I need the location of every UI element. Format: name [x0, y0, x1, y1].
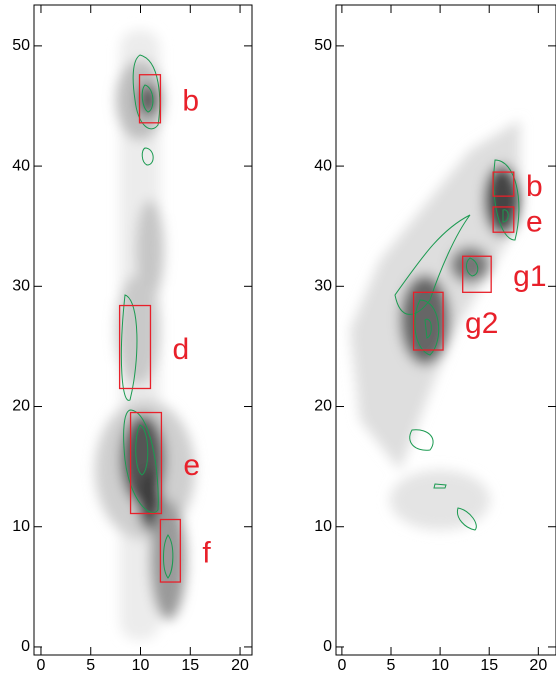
- x-tick-label: 20: [231, 657, 249, 674]
- region-box: [492, 171, 515, 197]
- region-label: b: [182, 85, 199, 118]
- emission-right: [350, 120, 520, 530]
- y-tick-label: 10: [12, 518, 30, 535]
- x-tick-label: 5: [387, 657, 396, 674]
- region-box: [118, 304, 152, 390]
- x-tick-label: 15: [480, 657, 498, 674]
- y-tick-label: 20: [12, 398, 30, 415]
- y-tick-label: 40: [12, 157, 30, 174]
- x-tick-label: 20: [529, 657, 547, 674]
- y-tick-label: 0: [323, 638, 332, 655]
- contours: [120, 54, 520, 579]
- x-tick-label: 0: [337, 657, 346, 674]
- region-box: [138, 74, 162, 124]
- x-tick-label: 5: [86, 657, 95, 674]
- plot-frame: [335, 4, 556, 656]
- x-tick-label: 10: [132, 657, 150, 674]
- y-tick-label: 40: [314, 157, 332, 174]
- region-box: [129, 411, 163, 515]
- plot-frame: [33, 4, 253, 656]
- x-tick-label: 10: [431, 657, 449, 674]
- region-box: [159, 518, 181, 583]
- region-label: b: [526, 170, 543, 203]
- x-tick-label: 0: [37, 657, 46, 674]
- x-tick-label: 15: [181, 657, 199, 674]
- region-label: g1: [513, 260, 546, 293]
- y-tick-label: 50: [12, 37, 30, 54]
- region-label: e: [526, 206, 543, 239]
- region-box: [412, 291, 444, 351]
- region-label: d: [172, 333, 189, 366]
- y-tick-label: 0: [21, 638, 30, 655]
- y-tick-label: 10: [314, 518, 332, 535]
- region-label: f: [202, 537, 211, 570]
- y-tick-label: 30: [314, 278, 332, 295]
- region-label: g2: [465, 307, 498, 340]
- region-label: e: [183, 449, 200, 482]
- region-box: [492, 206, 515, 233]
- y-tick-label: 20: [314, 398, 332, 415]
- region-box: [462, 255, 492, 293]
- y-tick-label: 30: [12, 278, 30, 295]
- y-tick-label: 50: [314, 37, 332, 54]
